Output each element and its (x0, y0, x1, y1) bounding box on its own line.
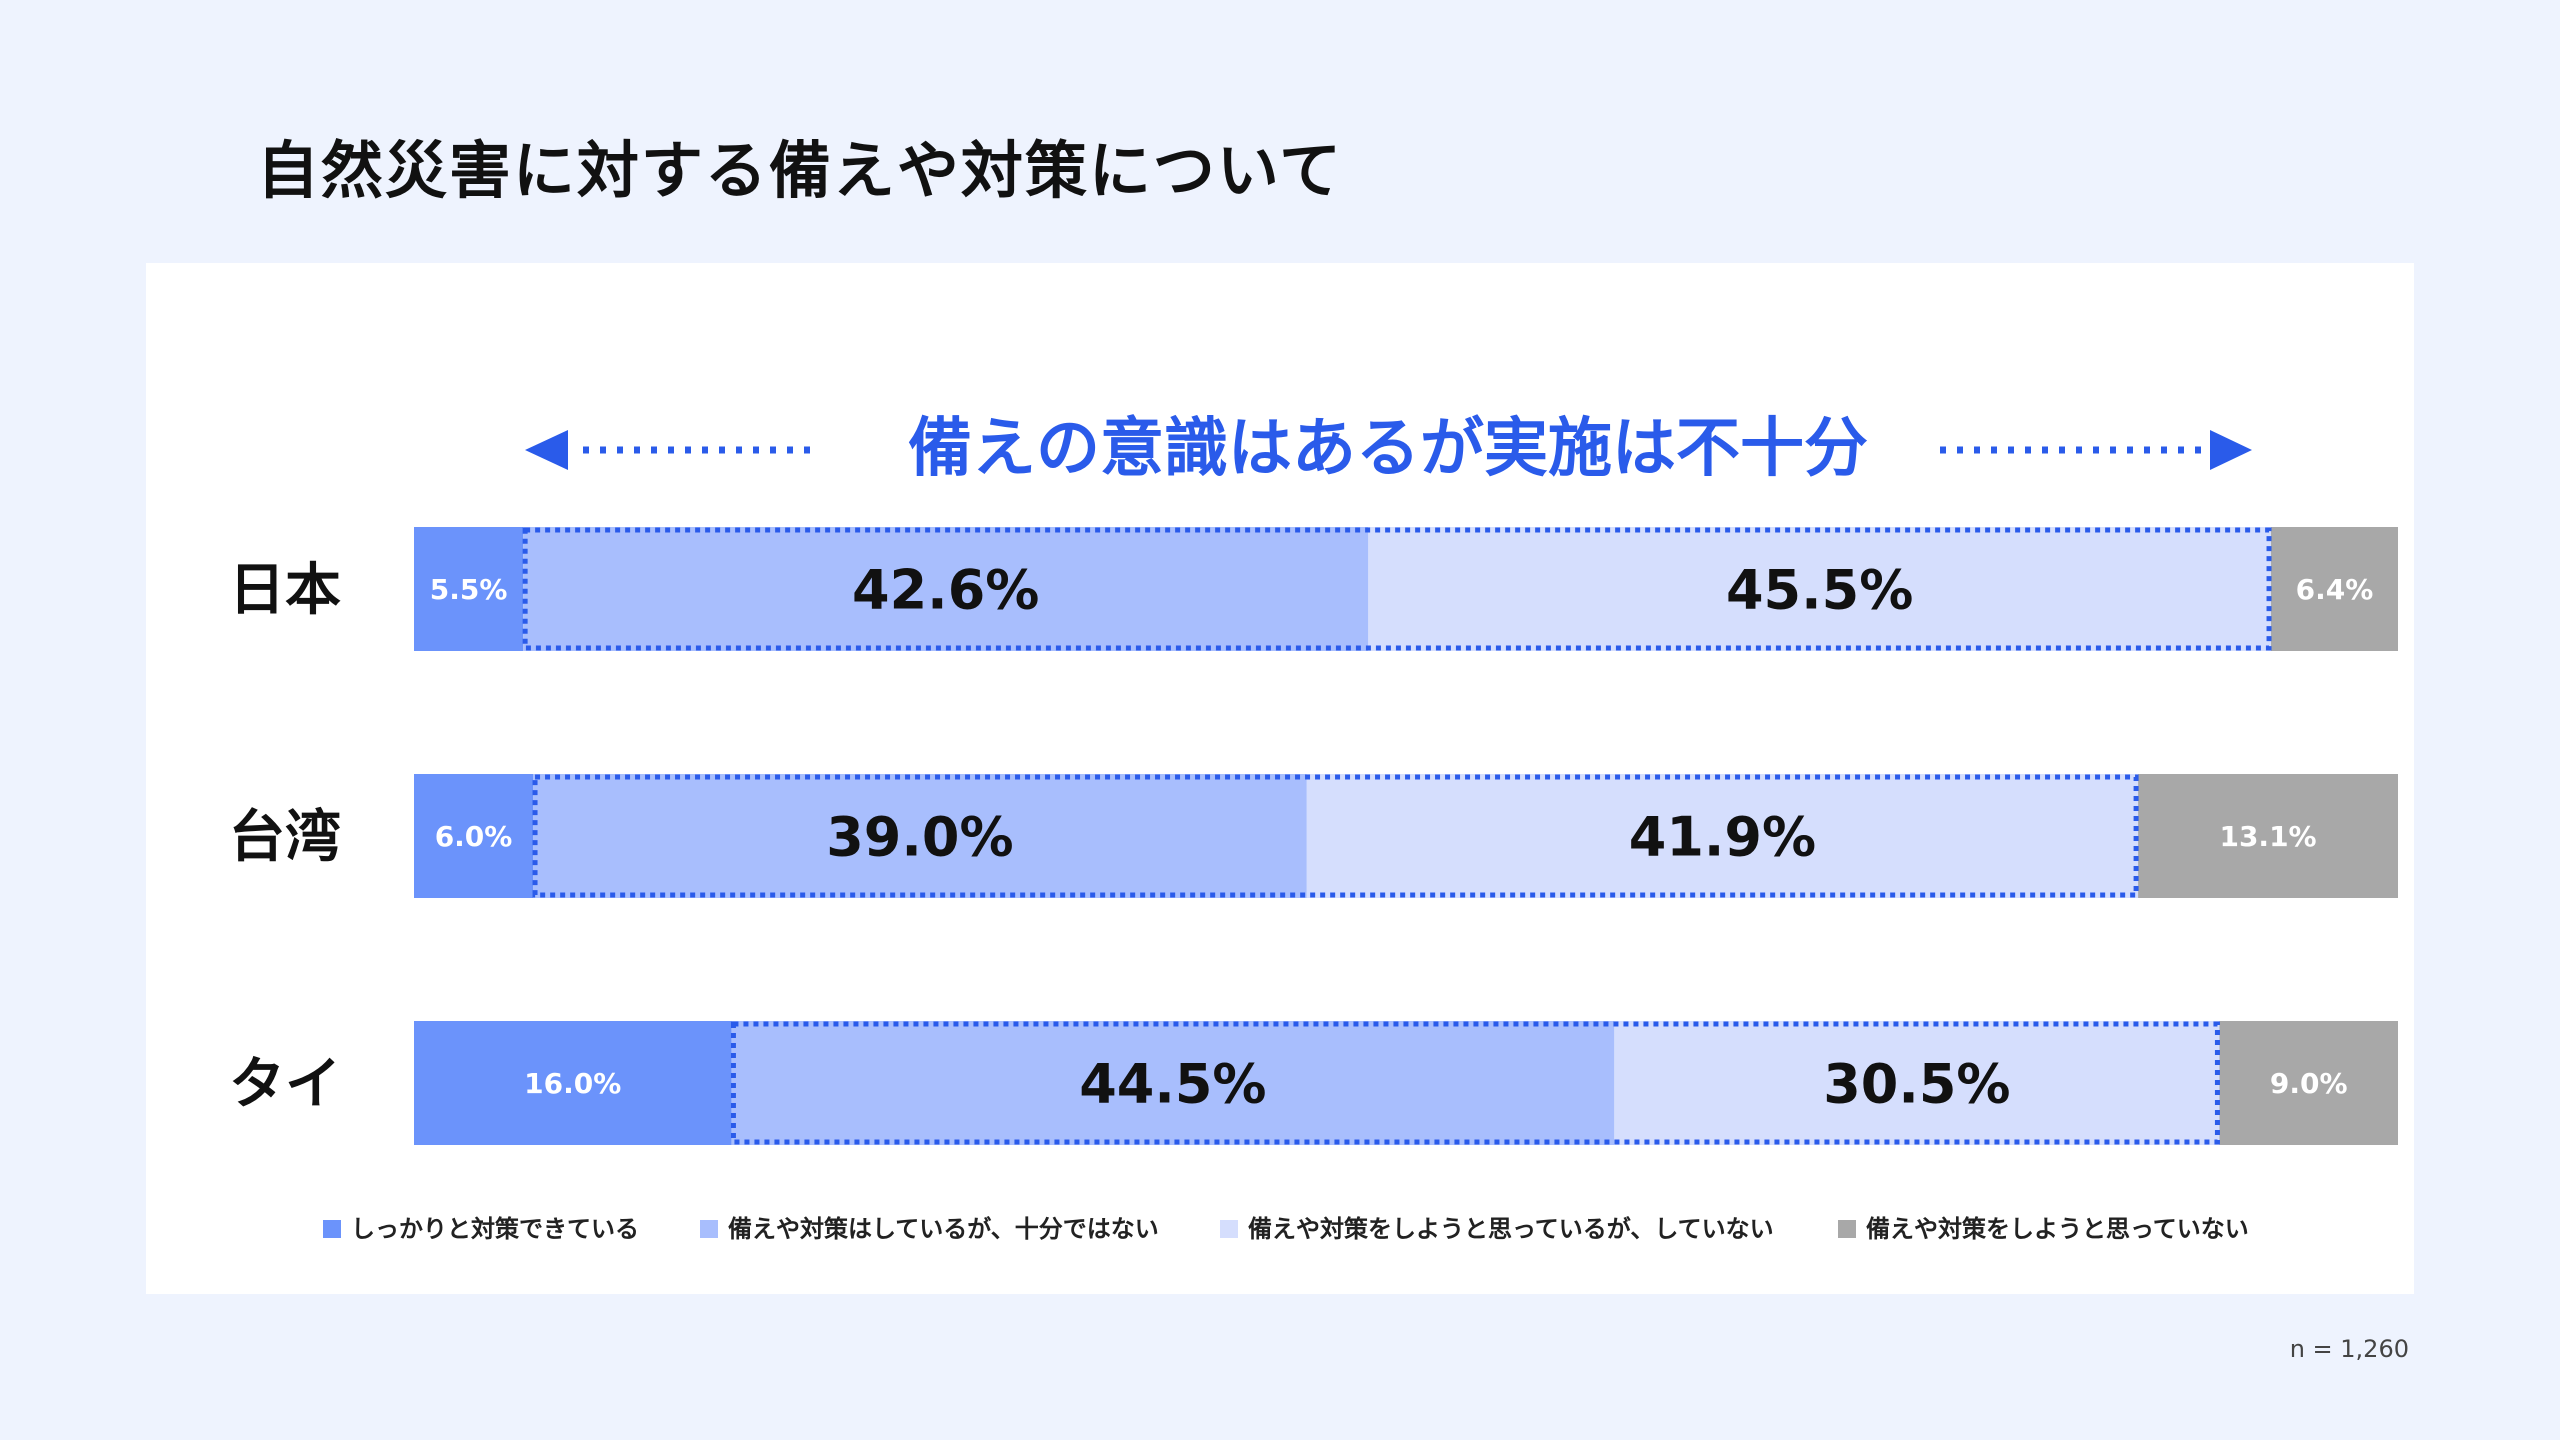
annotation-right-arrowhead (2210, 430, 2252, 470)
data-label: 9.0% (2270, 1067, 2348, 1100)
data-label: 13.1% (2219, 820, 2316, 853)
data-label: 6.0% (435, 820, 513, 853)
sample-size-note: n = 1,260 (2289, 1335, 2409, 1363)
annotation-text: 備えの意識はあるが実施は不十分 (908, 412, 1868, 486)
category-label: 台湾 (229, 805, 341, 870)
data-label: 44.5% (1079, 1052, 1266, 1115)
data-label: 16.0% (524, 1067, 621, 1100)
data-label: 41.9% (1629, 805, 1816, 868)
bar-segment (1306, 774, 2139, 898)
bar-segment (414, 527, 524, 651)
legend-label: 備えや対策はしているが、十分ではない (728, 1215, 1159, 1243)
bar-segment (2219, 1021, 2398, 1145)
data-label: 45.5% (1726, 558, 1913, 621)
legend-swatch (323, 1220, 341, 1238)
chart-title: 自然災害に対する備えや対策について (256, 134, 1344, 207)
emphasis-outline (532, 774, 2139, 898)
bar-segment (1614, 1021, 2220, 1145)
data-label: 5.5% (430, 573, 508, 606)
bar-segment (533, 774, 1307, 898)
annotation: 備えの意識はあるが実施は不十分 (525, 412, 2252, 486)
bar-segment (414, 774, 534, 898)
emphasis-outline (730, 1021, 2220, 1145)
category-label: タイ (229, 1052, 341, 1117)
category-label: 日本 (229, 558, 341, 623)
legend-label: 備えや対策をしようと思っていない (1866, 1215, 2249, 1243)
legend-swatch (700, 1220, 718, 1238)
data-label: 42.6% (852, 558, 1039, 621)
annotation-left-arrowhead (525, 430, 568, 470)
legend-swatch (1220, 1220, 1238, 1238)
legend-label: しっかりと対策できている (351, 1215, 639, 1243)
legend-label: 備えや対策をしようと思っているが、していない (1248, 1215, 1774, 1243)
data-label: 6.4% (2296, 573, 2374, 606)
bar-segment (1368, 527, 2272, 651)
bar-segment (731, 1021, 1615, 1145)
bar-segment (414, 1021, 732, 1145)
data-label: 30.5% (1823, 1052, 2010, 1115)
bar-segment (2138, 774, 2398, 898)
data-label: 39.0% (826, 805, 1013, 868)
legend-swatch (1838, 1220, 1856, 1238)
bar-segment (523, 527, 1369, 651)
bar-segment (2271, 527, 2398, 651)
legend: しっかりと対策できている 備えや対策はしているが、十分ではない 備えや対策をしようと… (323, 1215, 2249, 1243)
bars: 5.5% 42.6% 45.5% 6.4% 6.0% 39.0% 41.9% 13.1% 16.… (414, 527, 2398, 1145)
emphasis-outline (522, 527, 2272, 651)
